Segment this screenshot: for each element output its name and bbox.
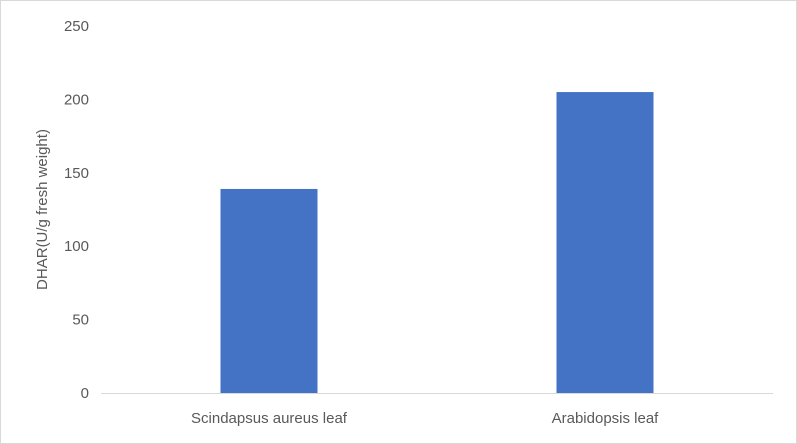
y-tick-label: 150: [64, 165, 89, 182]
y-tick-label: 0: [81, 385, 89, 402]
y-axis-title: DHAR(U/g fresh weight): [34, 129, 51, 290]
y-tick-label: 250: [64, 18, 89, 35]
y-axis-ticks: 0 50 100 150 200 250: [64, 18, 89, 402]
y-tick-label: 100: [64, 238, 89, 255]
x-axis-labels: Scindapsus aureus leaf Arabidopsis leaf: [191, 410, 659, 427]
y-tick-label: 50: [72, 312, 89, 329]
bars: [220, 92, 654, 393]
bar-0: [220, 188, 318, 393]
y-tick-label: 200: [64, 91, 89, 108]
x-category-label: Scindapsus aureus leaf: [191, 410, 348, 427]
bar-1: [556, 92, 654, 393]
x-category-label: Arabidopsis leaf: [552, 410, 660, 427]
